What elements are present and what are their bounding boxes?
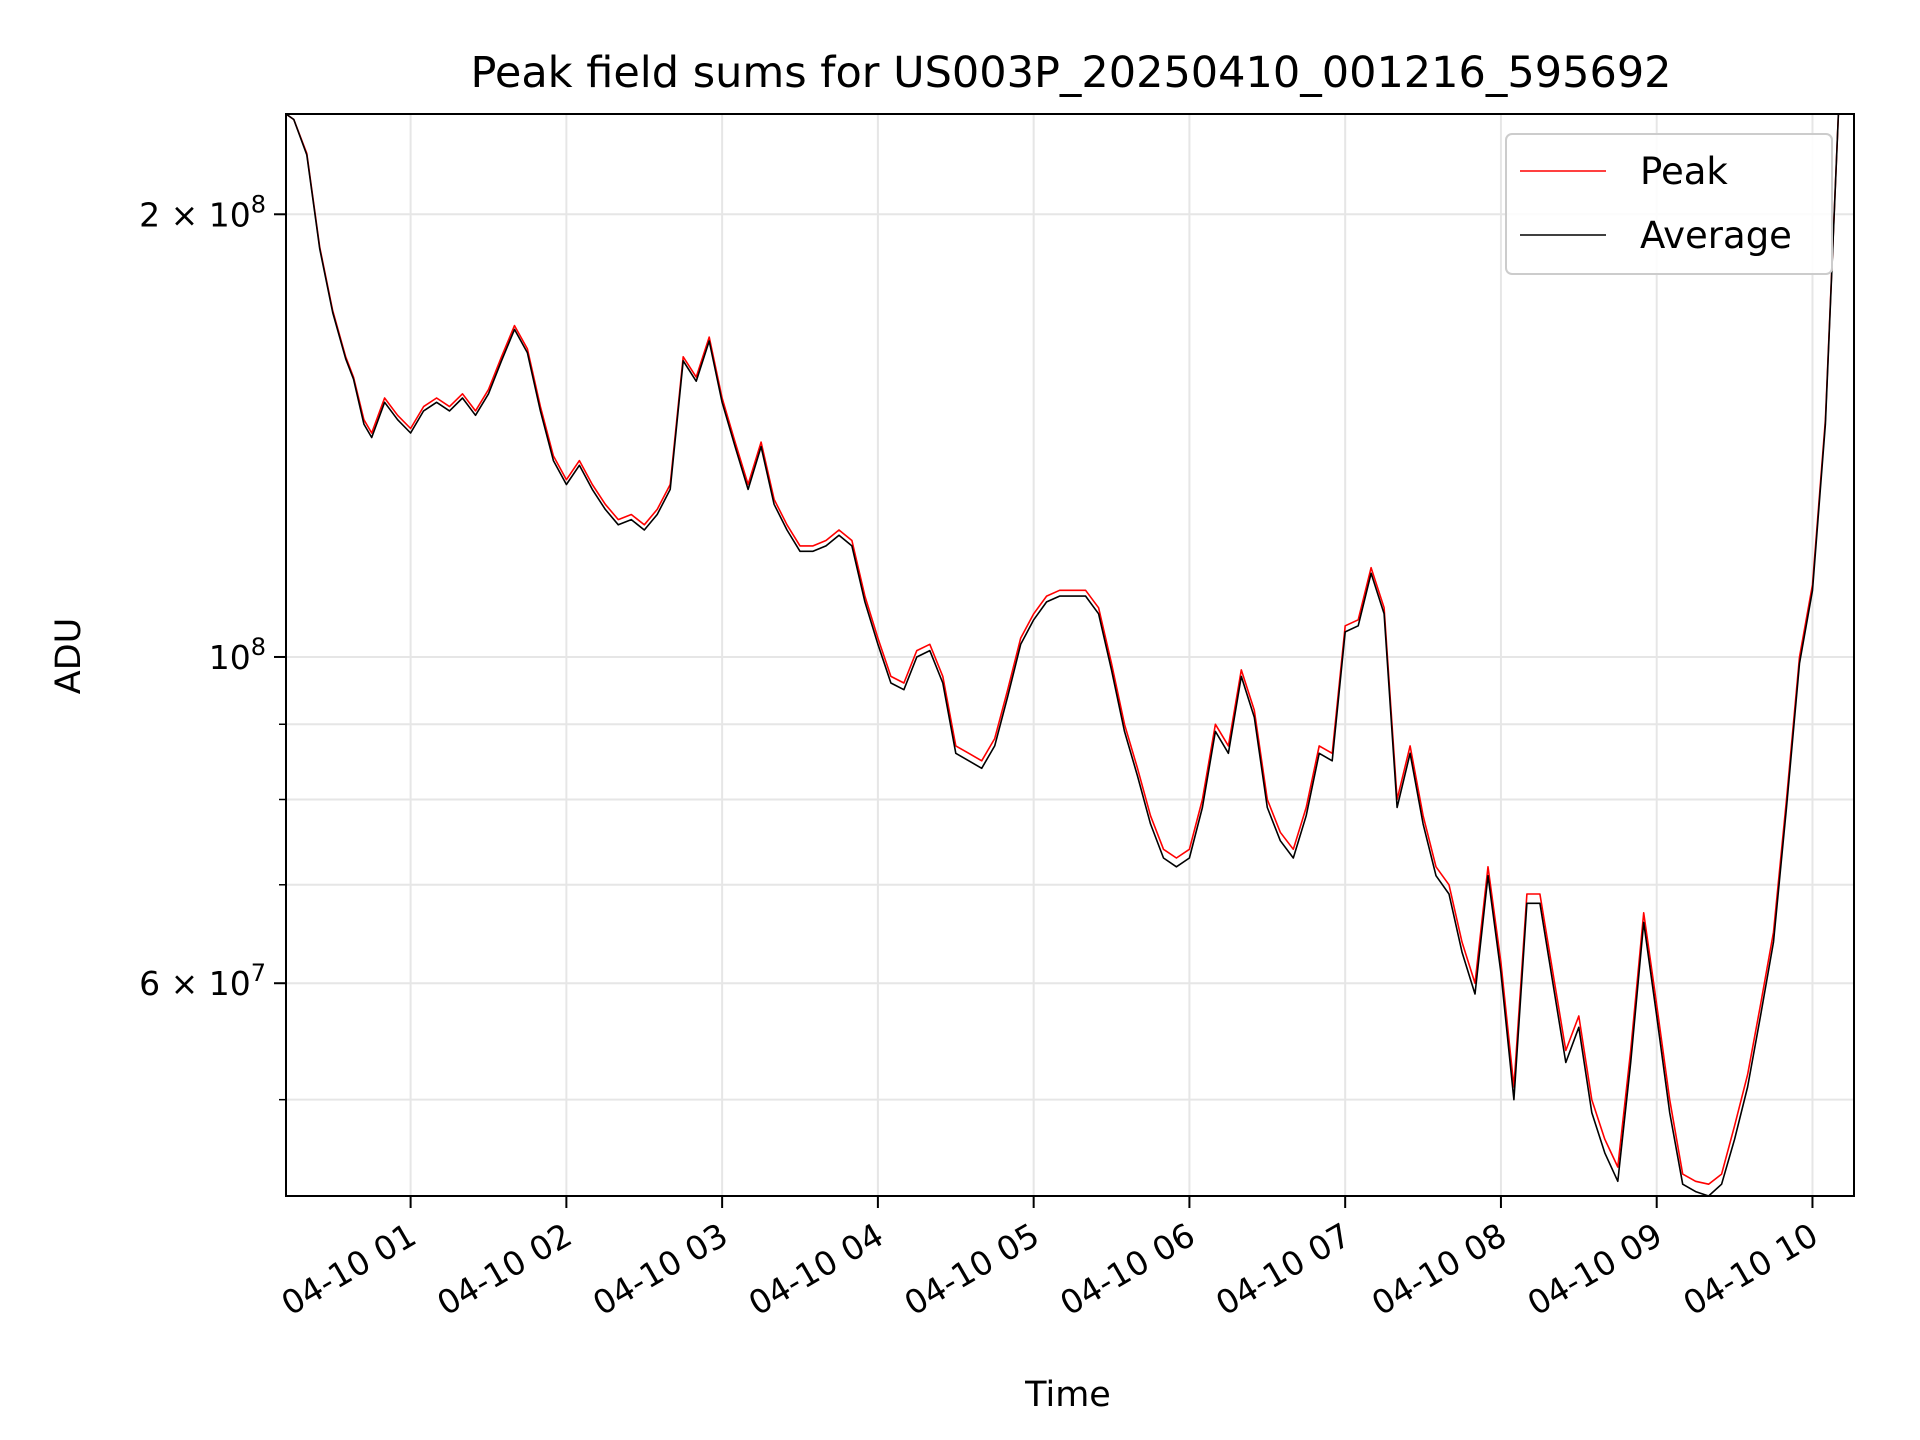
grid bbox=[286, 114, 1854, 1196]
y-axis-label: ADU bbox=[49, 618, 89, 695]
plot-area-frame bbox=[285, 113, 1855, 1197]
y-axis: 2 × 108 108 6 × 107 bbox=[139, 190, 286, 1101]
series-line-average bbox=[285, 113, 1840, 1197]
legend: Peak Average bbox=[1505, 133, 1833, 275]
legend-label-peak: Peak bbox=[1640, 150, 1728, 193]
x-axis-label: Time bbox=[1024, 1375, 1111, 1415]
legend-box bbox=[1505, 133, 1833, 275]
y-tick-label: 6 × 107 bbox=[139, 959, 266, 1003]
chart-title: Peak field sums for US003P_20250410_0012… bbox=[470, 48, 1671, 98]
y-tick-label: 2 × 108 bbox=[139, 190, 266, 234]
series-layer bbox=[285, 113, 1840, 1197]
legend-label-average: Average bbox=[1640, 214, 1792, 257]
series-line-peak bbox=[285, 113, 1840, 1185]
y-tick-label: 108 bbox=[209, 633, 266, 677]
